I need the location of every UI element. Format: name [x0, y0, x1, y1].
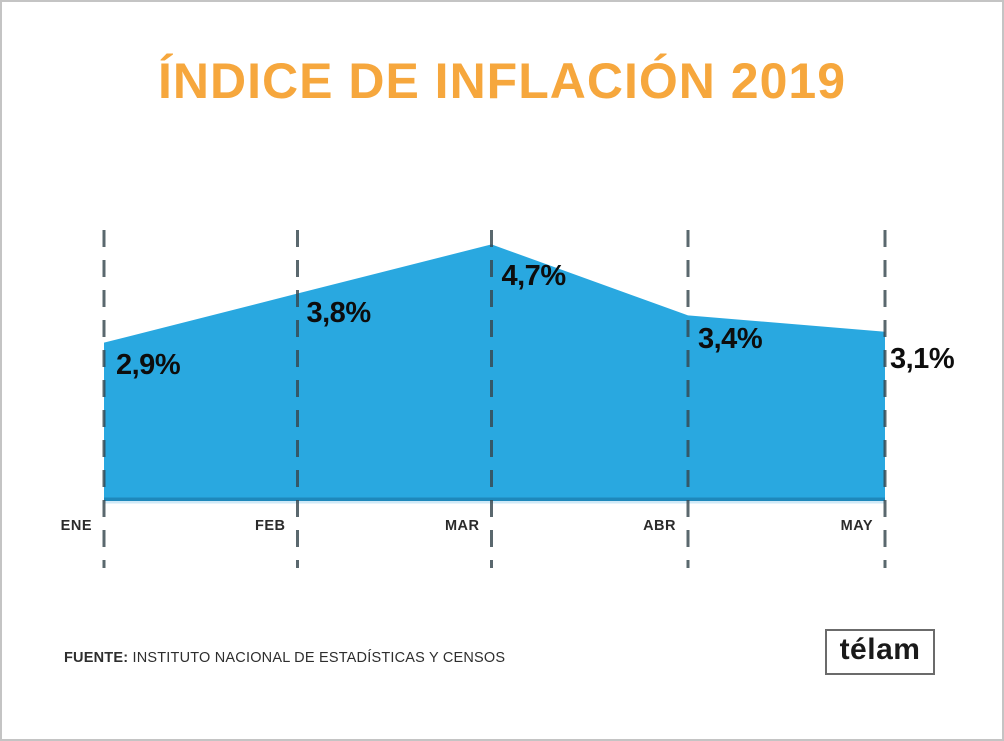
month-label-mar: MAR	[444, 518, 480, 534]
value-label-abr: 3,4%	[698, 323, 763, 356]
month-label-ene: ENE	[60, 518, 92, 534]
inflation-area-shape	[104, 244, 885, 501]
month-label-abr: ABR	[643, 518, 676, 534]
telam-logo: télam	[825, 629, 935, 675]
month-label-feb: FEB	[255, 518, 286, 534]
value-label-ene: 2,9%	[116, 348, 181, 381]
area-baseline-edge	[104, 497, 885, 501]
area-baseline-glow	[104, 501, 885, 504]
source-note: FUENTE: INSTITUTO NACIONAL DE ESTADÍSTIC…	[64, 650, 505, 666]
chart-title: ÍNDICE DE INFLACIÓN 2019	[157, 53, 846, 109]
value-label-mar: 4,7%	[501, 260, 567, 293]
month-label-may: MAY	[840, 518, 873, 534]
value-label-feb: 3,8%	[306, 296, 372, 329]
source-label: FUENTE:	[64, 650, 129, 666]
source-text: INSTITUTO NACIONAL DE ESTADÍSTICAS Y CEN…	[132, 650, 506, 666]
value-label-may: 3,1%	[890, 342, 955, 375]
